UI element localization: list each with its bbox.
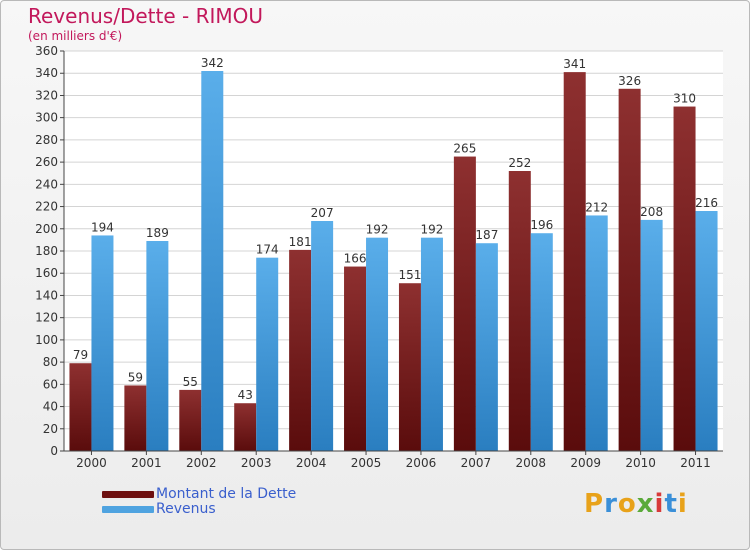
bar-dette — [563, 72, 586, 451]
y-tick-label: 120 — [35, 311, 58, 325]
bar-revenus — [585, 215, 608, 451]
data-label: 252 — [508, 156, 531, 170]
bar-dette — [508, 171, 531, 451]
y-tick-label: 200 — [35, 222, 58, 236]
bar-revenus — [475, 243, 498, 451]
bar-dette — [398, 283, 421, 451]
chart-title: Revenus/Dette - RIMOU — [28, 4, 264, 28]
x-tick-label: 2003 — [241, 456, 272, 470]
data-label: 192 — [421, 223, 444, 237]
data-label: 194 — [91, 220, 114, 234]
data-label: 59 — [128, 370, 143, 384]
bar-revenus — [146, 241, 169, 451]
x-tick-label: 2006 — [406, 456, 437, 470]
data-label: 166 — [344, 252, 367, 266]
data-label: 265 — [453, 142, 476, 156]
data-label: 216 — [695, 196, 718, 210]
bar-dette — [673, 106, 696, 452]
data-label: 55 — [183, 375, 198, 389]
bar-dette — [234, 403, 257, 451]
data-label: 326 — [618, 74, 641, 88]
y-tick-label: 40 — [43, 400, 58, 414]
x-tick-label: 2011 — [680, 456, 711, 470]
bar-revenus — [256, 257, 279, 451]
data-label: 208 — [640, 205, 663, 219]
bar-revenus — [530, 233, 553, 451]
y-tick-label: 0 — [50, 444, 58, 458]
data-label: 310 — [673, 92, 696, 106]
y-tick-label: 240 — [35, 177, 58, 191]
x-tick-label: 2001 — [131, 456, 162, 470]
bar-revenus — [420, 237, 443, 451]
bar-revenus — [311, 221, 334, 451]
y-tick-label: 300 — [35, 111, 58, 125]
y-tick-label: 340 — [35, 66, 58, 80]
x-tick-label: 2002 — [186, 456, 217, 470]
legend-swatch-debt — [102, 491, 154, 498]
legend-label-debt: Montant de la Dette — [156, 486, 297, 502]
data-label: 151 — [399, 268, 422, 282]
x-tick-label: 2005 — [351, 456, 382, 470]
data-label: 192 — [366, 223, 389, 237]
bar-dette — [179, 389, 202, 451]
bar-revenus — [695, 211, 718, 451]
data-label: 189 — [146, 226, 169, 240]
data-label: 43 — [238, 388, 253, 402]
bar-dette — [69, 363, 92, 451]
data-label: 187 — [475, 228, 498, 242]
x-tick-label: 2007 — [461, 456, 492, 470]
bar-revenus — [91, 235, 114, 451]
y-tick-label: 360 — [35, 44, 58, 58]
bar-dette — [618, 88, 641, 452]
x-tick-label: 2000 — [76, 456, 107, 470]
data-label: 79 — [73, 348, 88, 362]
y-tick-label: 20 — [43, 422, 58, 436]
legend-label-revenus: Revenus — [156, 501, 216, 517]
y-tick-label: 160 — [35, 266, 58, 280]
y-tick-label: 180 — [35, 244, 58, 258]
x-tick-label: 2010 — [625, 456, 656, 470]
bar-dette — [453, 156, 476, 452]
y-tick-label: 280 — [35, 133, 58, 147]
bar-revenus — [201, 71, 224, 451]
y-tick-label: 100 — [35, 333, 58, 347]
bar-revenus — [366, 237, 389, 451]
data-label: 181 — [289, 235, 312, 249]
data-label: 196 — [530, 218, 553, 232]
x-tick-label: 2004 — [296, 456, 327, 470]
y-tick-label: 260 — [35, 155, 58, 169]
y-tick-label: 220 — [35, 200, 58, 214]
data-label: 174 — [256, 243, 279, 257]
data-label: 212 — [585, 200, 608, 214]
y-tick-label: 80 — [43, 355, 58, 369]
data-label: 341 — [563, 57, 586, 71]
chart-subtitle: (en milliers d'€) — [28, 29, 123, 43]
x-tick-label: 2008 — [516, 456, 547, 470]
y-tick-label: 140 — [35, 288, 58, 302]
bar-dette — [289, 249, 312, 451]
bar-dette — [344, 266, 367, 451]
bar-revenus — [640, 219, 663, 451]
bar-dette — [124, 385, 147, 451]
data-label: 207 — [311, 206, 334, 220]
y-tick-label: 60 — [43, 377, 58, 391]
x-tick-label: 2009 — [570, 456, 601, 470]
y-tick-label: 320 — [35, 88, 58, 102]
data-label: 342 — [201, 56, 224, 70]
legend-swatch-revenus — [102, 506, 154, 513]
proxiti-logo: Proxiti — [584, 489, 688, 519]
